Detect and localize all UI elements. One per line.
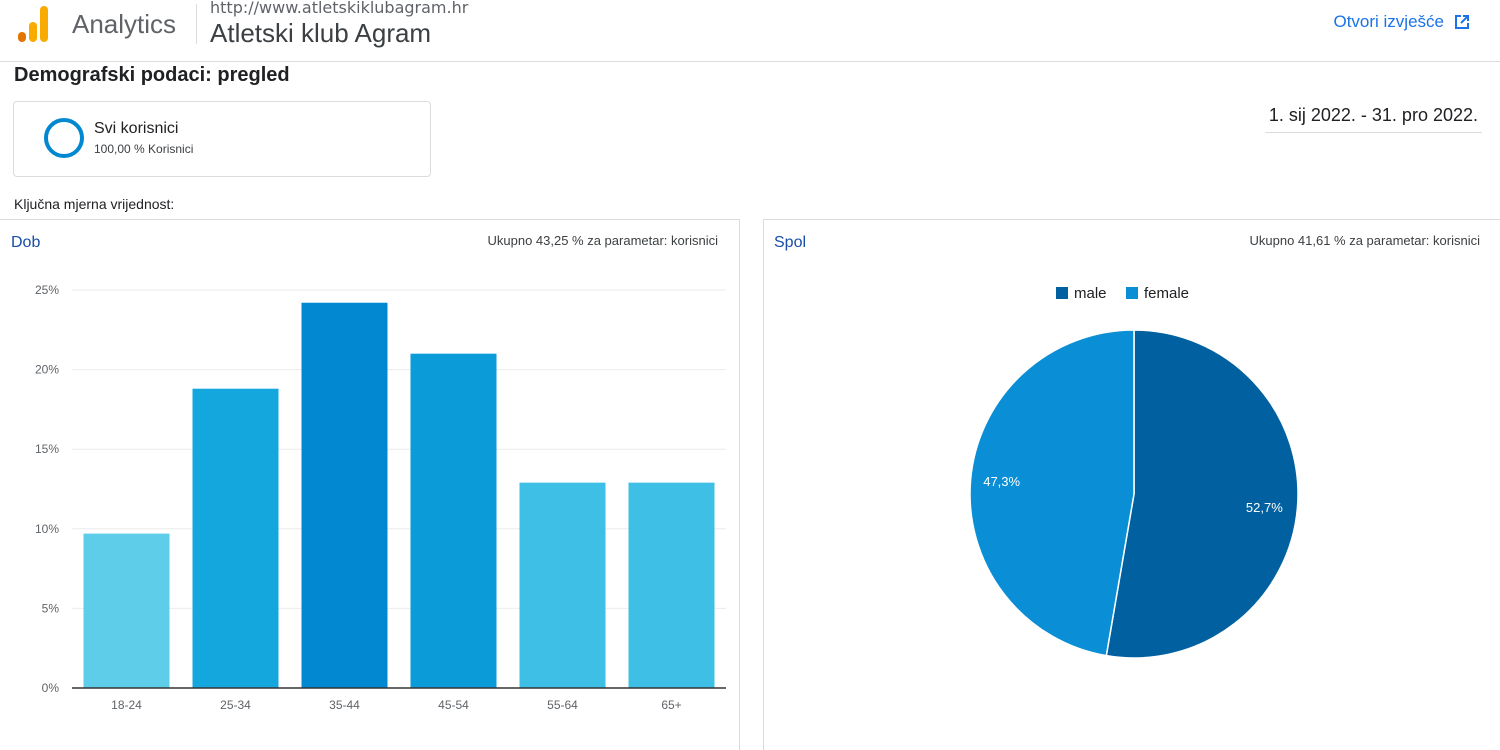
pie-value-label-male: 52,7% (1246, 500, 1283, 515)
gender-panel: Spol Ukupno 41,61 % za parametar: korisn… (763, 219, 1500, 750)
gender-panel-total: Ukupno 41,61 % za parametar: korisnici (1249, 233, 1480, 248)
site-url: http://www.atletskiklubagram.hr (210, 0, 469, 17)
x-tick-label: 18-24 (111, 698, 142, 712)
brand-name: Analytics (72, 9, 177, 39)
y-tick-label: 15% (35, 442, 59, 456)
legend-swatch-male (1056, 287, 1068, 299)
header: Analytics http://www.atletskiklubagram.h… (0, 0, 1500, 62)
analytics-logo-icon[interactable] (18, 6, 50, 42)
age-panel-title[interactable]: Dob (11, 234, 41, 251)
segment-card[interactable]: Svi korisnici 100,00 % Korisnici (13, 101, 431, 177)
segment-ring-icon (44, 118, 84, 158)
open-report-label: Otvori izvješće (1333, 12, 1444, 31)
pie-slice-female[interactable] (969, 329, 1135, 657)
x-tick-label: 65+ (661, 698, 681, 712)
legend-swatch-female (1126, 287, 1138, 299)
y-tick-label: 10% (35, 522, 59, 536)
age-panel: Dob Ukupno 43,25 % za parametar: korisni… (0, 219, 740, 750)
key-metric-label: Ključna mjerna vrijednost: (14, 196, 175, 212)
external-link-icon (1455, 15, 1469, 29)
gender-panel-title[interactable]: Spol (774, 234, 807, 251)
y-tick-label: 20% (35, 363, 59, 377)
page-title: Demografski podaci: pregled (14, 64, 290, 86)
pie-slice-male[interactable] (1105, 329, 1299, 659)
x-tick-label: 55-64 (547, 698, 578, 712)
gender-pie-chart: male female 52,7% 47,3% (969, 285, 1299, 659)
bar-55-64[interactable] (519, 482, 606, 688)
legend-label-female[interactable]: female (1144, 285, 1189, 302)
property-name[interactable]: Atletski klub Agram (210, 18, 432, 48)
y-tick-label: 0% (42, 681, 60, 695)
x-tick-label: 35-44 (329, 698, 360, 712)
segment-name: Svi korisnici (94, 120, 179, 137)
segment-share: 100,00 % Korisnici (94, 142, 194, 156)
open-report-link[interactable]: Otvori izvješće (1333, 12, 1472, 32)
date-range-picker[interactable]: 1. sij 2022. - 31. pro 2022. (1264, 101, 1482, 133)
x-tick-label: 25-34 (220, 698, 251, 712)
legend-label-male[interactable]: male (1074, 285, 1107, 302)
header-divider (196, 4, 197, 44)
age-bar-chart: 0% 5% 10% 15% 20% 25% 18-24 25-34 35-44 45-54 55-6… (35, 283, 726, 712)
y-tick-label: 5% (42, 601, 60, 615)
bar-65+[interactable] (628, 482, 715, 688)
bar-25-34[interactable] (192, 388, 279, 688)
bar-18-24[interactable] (83, 533, 170, 688)
bar-35-44[interactable] (301, 302, 388, 688)
x-tick-label: 45-54 (438, 698, 469, 712)
age-panel-total: Ukupno 43,25 % za parametar: korisnici (487, 233, 718, 248)
y-tick-label: 25% (35, 283, 59, 297)
pie-value-label-female: 47,3% (983, 474, 1020, 489)
bar-45-54[interactable] (410, 353, 497, 688)
